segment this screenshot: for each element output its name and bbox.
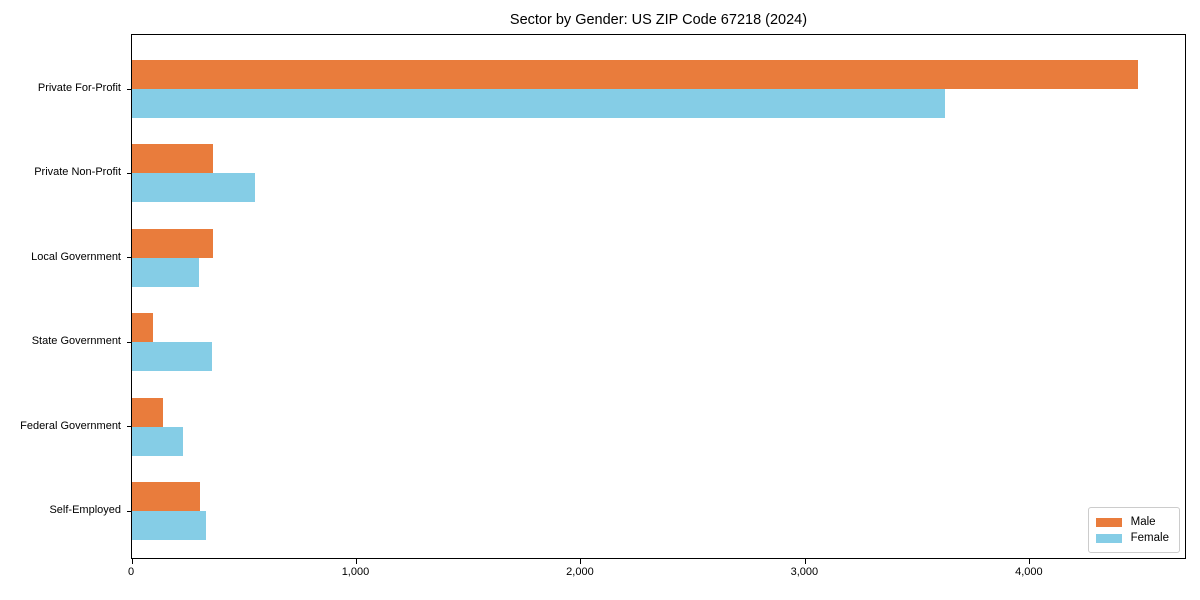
bar-male-local-government — [132, 228, 213, 258]
y-tick-mark — [127, 172, 131, 174]
y-tick-label: State Government — [31, 335, 121, 348]
legend: Male Female — [1087, 507, 1180, 553]
y-tick-mark — [127, 426, 131, 428]
legend-item-female: Female — [1095, 530, 1169, 546]
bar-male-private-non-profit — [132, 144, 213, 174]
bar-male-federal-government — [132, 397, 163, 427]
y-tick-label: Private Non-Profit — [34, 166, 121, 179]
y-tick-label: Local Government — [31, 250, 121, 263]
x-tick-mark — [355, 559, 357, 564]
x-tick-label: 2,000 — [566, 566, 594, 578]
y-tick-mark — [127, 510, 131, 512]
bar-male-self-employed — [132, 482, 200, 511]
legend-swatch-male-icon — [1095, 517, 1122, 527]
x-tick-mark — [804, 559, 806, 564]
chart-title: Sector by Gender: US ZIP Code 67218 (202… — [509, 12, 808, 28]
y-tick-mark — [127, 341, 131, 343]
x-tick-mark — [1029, 559, 1031, 564]
y-tick-label: Private For-Profit — [37, 82, 121, 94]
legend-swatch-female-icon — [1095, 533, 1122, 543]
bar-male-state-government — [132, 313, 153, 343]
x-tick-mark — [580, 559, 582, 564]
y-tick-mark — [127, 257, 131, 259]
bar-female-private-for-profit — [132, 89, 945, 118]
legend-label-female: Female — [1130, 532, 1169, 544]
x-tick-label: 0 — [127, 566, 135, 578]
x-tick-mark — [131, 559, 133, 564]
bar-female-local-government — [132, 257, 199, 287]
bar-male-private-for-profit — [132, 60, 1138, 89]
legend-label-male: Male — [1130, 516, 1156, 528]
plot-area: Male Female — [127, 34, 1186, 564]
bar-female-private-non-profit — [132, 173, 255, 203]
legend-item-male: Male — [1095, 514, 1169, 530]
x-tick-label: 3,000 — [790, 566, 819, 578]
bar-female-self-employed — [132, 511, 206, 540]
x-tick-label: 4,000 — [1015, 566, 1043, 578]
y-tick-label: Self-Employed — [49, 504, 121, 516]
bar-female-federal-government — [132, 426, 183, 456]
y-tick-mark — [127, 88, 131, 90]
bar-female-state-government — [132, 342, 212, 372]
y-tick-label: Federal Government — [20, 419, 121, 432]
x-tick-label: 1,000 — [341, 566, 370, 578]
